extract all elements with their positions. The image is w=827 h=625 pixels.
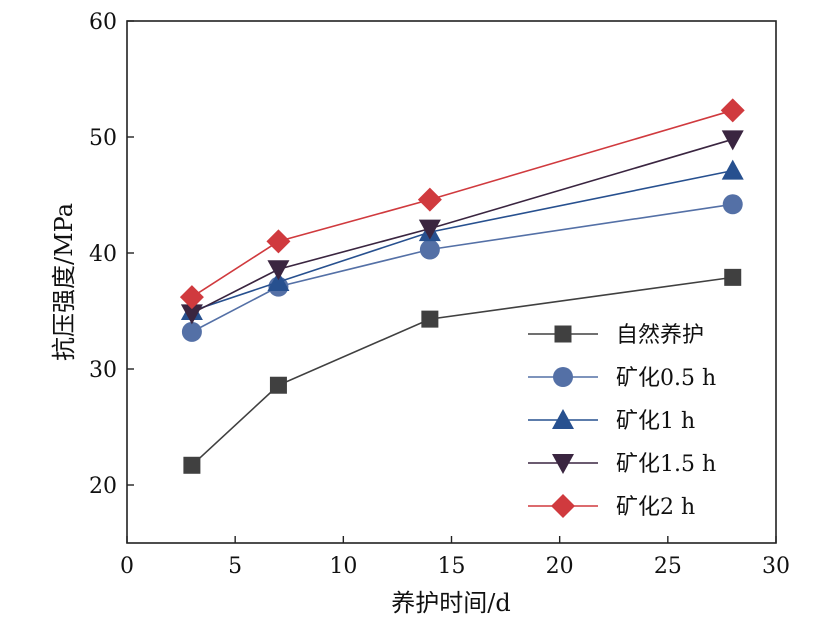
series-line bbox=[191, 203, 733, 333]
y-tick-label: 20 bbox=[89, 474, 117, 499]
y-axis-title: 抗压强度/MPa bbox=[50, 203, 78, 361]
series-line bbox=[191, 276, 733, 466]
x-tick-label: 5 bbox=[228, 554, 242, 579]
data-point bbox=[266, 229, 291, 254]
legend-item-3: 矿化1.5 h bbox=[528, 452, 716, 477]
x-tick-label: 30 bbox=[762, 554, 790, 579]
data-point bbox=[724, 268, 742, 286]
legend-marker bbox=[552, 454, 574, 474]
x-axis-title: 养护时间/d bbox=[391, 589, 510, 617]
data-point bbox=[417, 187, 442, 212]
series-0 bbox=[183, 268, 742, 474]
x-tick-label: 0 bbox=[120, 554, 134, 579]
data-point bbox=[181, 321, 202, 342]
legend-marker bbox=[552, 409, 574, 429]
legend-marker bbox=[553, 367, 573, 387]
data-point bbox=[419, 239, 440, 260]
data-point bbox=[179, 285, 204, 310]
legend-label: 矿化0.5 h bbox=[616, 366, 716, 391]
legend-marker bbox=[551, 494, 575, 518]
series-4 bbox=[179, 98, 745, 310]
data-point bbox=[721, 159, 744, 180]
data-point bbox=[180, 304, 203, 325]
y-tick-label: 50 bbox=[89, 126, 117, 151]
data-point bbox=[269, 376, 287, 394]
x-tick-label: 15 bbox=[438, 554, 466, 579]
x-tick-label: 20 bbox=[546, 554, 574, 579]
data-point bbox=[418, 219, 441, 240]
data-point bbox=[267, 260, 290, 281]
y-tick-label: 30 bbox=[89, 358, 117, 383]
series-layer bbox=[179, 98, 745, 474]
legend-label: 自然养护 bbox=[616, 323, 704, 348]
data-point bbox=[267, 271, 290, 291]
legend-item-2: 矿化1 h bbox=[528, 409, 695, 434]
series-line bbox=[191, 138, 733, 315]
series-line bbox=[191, 109, 733, 298]
legend-item-1: 矿化0.5 h bbox=[528, 366, 716, 391]
data-point bbox=[421, 310, 439, 328]
y-tick-label: 60 bbox=[89, 10, 117, 35]
plot-area: 0 5 10 15 20 25 30 20 30 40 50 60 bbox=[89, 10, 790, 579]
x-tick-label: 25 bbox=[654, 554, 682, 579]
y-tick-label: 40 bbox=[89, 242, 117, 267]
legend-marker bbox=[554, 325, 572, 343]
data-point bbox=[721, 130, 744, 151]
legend-item-4: 矿化2 h bbox=[528, 494, 695, 520]
x-tick-label: 10 bbox=[329, 554, 357, 579]
data-point bbox=[722, 194, 743, 215]
series-line bbox=[191, 169, 733, 312]
series-1 bbox=[181, 194, 743, 342]
legend-item-0: 自然养护 bbox=[528, 323, 704, 348]
legend-label: 矿化1 h bbox=[616, 409, 695, 434]
data-point bbox=[183, 456, 201, 474]
legend-label: 矿化1.5 h bbox=[616, 452, 716, 477]
legend-label: 矿化2 h bbox=[616, 495, 695, 520]
series-2 bbox=[180, 159, 744, 320]
series-3 bbox=[180, 130, 744, 325]
data-point bbox=[720, 98, 745, 123]
